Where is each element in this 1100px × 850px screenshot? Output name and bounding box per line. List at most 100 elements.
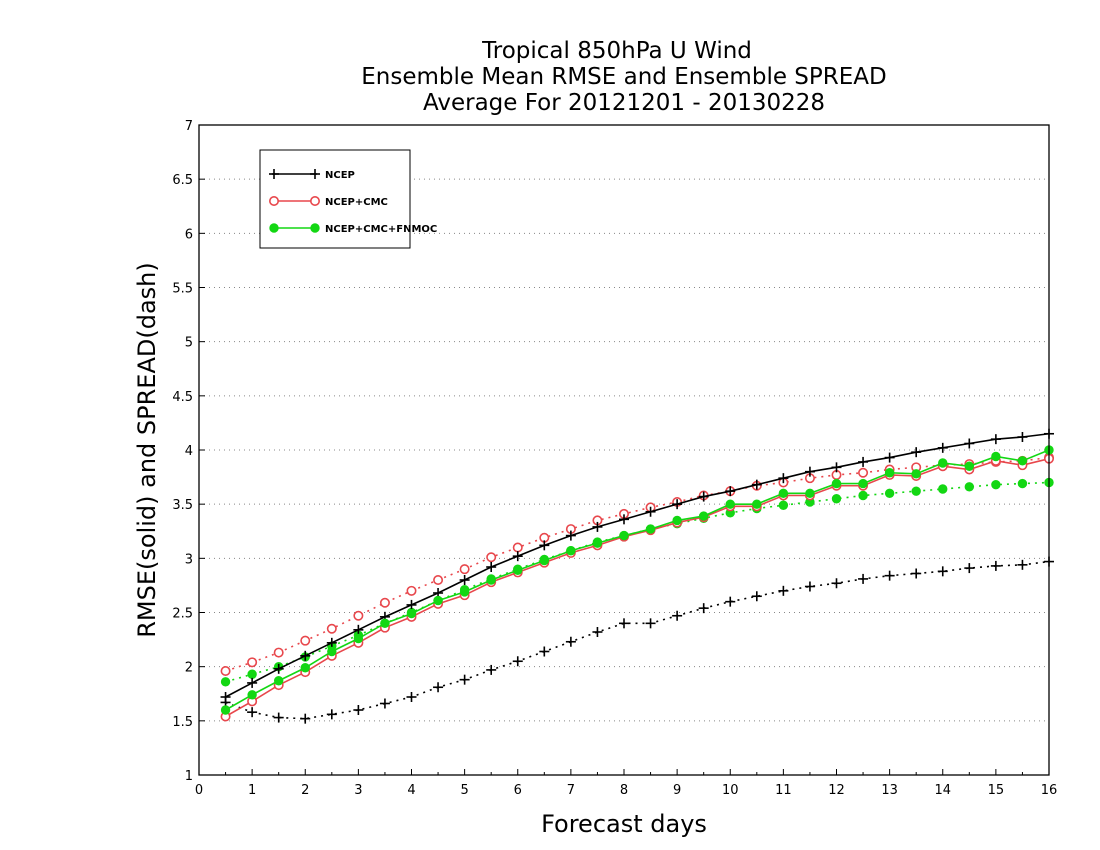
y-tick-label: 3 xyxy=(185,552,193,567)
legend-marker xyxy=(268,196,279,207)
y-tick-label: 5 xyxy=(185,336,193,351)
rmse-point xyxy=(672,515,682,526)
x-tick-label: 6 xyxy=(514,783,522,798)
spread-line-ncep-cmc-fnmoc xyxy=(225,481,1050,683)
spread-point xyxy=(778,585,789,596)
spread-point xyxy=(539,646,550,657)
legend-entry: NCEP xyxy=(269,169,355,181)
rmse-point xyxy=(512,551,523,562)
spread-point xyxy=(804,581,815,592)
spread-point xyxy=(1017,559,1028,570)
rmse-point xyxy=(990,434,1001,445)
spread-point xyxy=(964,482,975,492)
spread-point xyxy=(619,618,629,629)
x-tick-label: 14 xyxy=(934,783,951,798)
x-tick-label: 16 xyxy=(1041,783,1058,798)
spread-point xyxy=(884,488,895,499)
rmse-point xyxy=(247,677,258,688)
rmse-point xyxy=(220,692,231,702)
y-tick-label: 2.5 xyxy=(172,607,193,622)
x-tick-label: 12 xyxy=(828,783,845,798)
y-tick-label: 7 xyxy=(185,119,193,134)
spread-point xyxy=(433,682,444,693)
legend-marker xyxy=(310,169,320,179)
rmse-point xyxy=(991,451,1001,462)
x-tick-label: 5 xyxy=(460,783,468,798)
x-tick-label: 13 xyxy=(881,783,898,798)
rmse-point xyxy=(1017,456,1028,466)
spread-point xyxy=(433,574,444,585)
rmse-point xyxy=(858,456,869,467)
legend-box xyxy=(259,149,411,249)
rmse-point xyxy=(672,499,683,510)
spread-point xyxy=(831,494,842,504)
spread-point xyxy=(937,566,948,577)
rmse-point xyxy=(592,521,603,532)
rmse-point xyxy=(433,595,443,606)
rmse-point xyxy=(831,478,842,489)
x-tick-label: 9 xyxy=(673,783,681,798)
spread-point xyxy=(964,563,975,574)
rmse-point xyxy=(778,473,789,484)
spread-point xyxy=(247,669,257,679)
rmse-point xyxy=(513,565,523,575)
rmse-point xyxy=(619,530,629,541)
rmse-point xyxy=(884,468,895,478)
spread-point xyxy=(990,560,1001,571)
rmse-point xyxy=(539,555,550,566)
rmse-point xyxy=(725,499,735,509)
spread-point xyxy=(459,674,470,685)
rmse-point xyxy=(247,690,257,700)
spread-point xyxy=(406,585,417,596)
title-line-1: Tropical 850hPa U Wind xyxy=(481,38,752,64)
legend-marker xyxy=(269,223,279,233)
title-line-3: Average For 20121201 - 20130228 xyxy=(423,90,825,116)
rmse-point xyxy=(858,478,868,489)
rmse-line-ncep-cmc xyxy=(225,457,1050,718)
rmse-point xyxy=(911,469,921,479)
legend: NCEP NCEP+CMC NCEP+CMC+FNMOC xyxy=(259,149,437,249)
rmse-point xyxy=(406,608,417,619)
legend-marker xyxy=(269,169,279,179)
spread-point xyxy=(858,467,869,478)
y-tick-label: 4 xyxy=(185,444,193,459)
spread-point xyxy=(247,657,258,668)
rmse-point xyxy=(326,637,337,648)
chart-title: Tropical 850hPa U Wind Ensemble Mean RMS… xyxy=(361,38,886,116)
rmse-point xyxy=(645,524,656,534)
title-line-2: Ensemble Mean RMSE and Ensemble SPREAD xyxy=(361,64,886,90)
rmse-point xyxy=(778,488,789,499)
rmse-point xyxy=(327,646,337,657)
rmse-line-ncep-cmc-fnmoc xyxy=(225,449,1050,711)
spread-point xyxy=(645,618,656,629)
y-tick-label: 4.5 xyxy=(172,390,193,405)
rmse-point xyxy=(273,663,284,674)
rmse-point xyxy=(698,491,709,502)
spread-point xyxy=(220,665,231,676)
spread-point xyxy=(725,596,736,607)
rmse-point xyxy=(273,676,284,686)
rmse-point xyxy=(459,575,470,585)
rmse-point xyxy=(964,438,975,449)
x-tick-label: 0 xyxy=(195,783,203,798)
spread-point xyxy=(247,707,258,718)
rmse-point xyxy=(300,650,311,661)
spread-point xyxy=(565,636,576,647)
y-axis-label: RMSE(solid) and SPREAD(dash) xyxy=(133,262,161,638)
rmse-point xyxy=(406,599,417,610)
rmse-point xyxy=(353,624,364,635)
rmse-point xyxy=(938,458,948,468)
rmse-point xyxy=(725,486,736,497)
spread-point xyxy=(858,490,868,501)
y-tick-label: 6.5 xyxy=(172,173,193,188)
legend-marker xyxy=(309,196,320,207)
y-tick-label: 3.5 xyxy=(172,498,193,513)
legend-label: NCEP+CMC xyxy=(325,197,388,208)
rmse-point xyxy=(353,633,364,644)
legend-label: NCEP+CMC+FNMOC xyxy=(325,224,437,235)
spread-line-ncep xyxy=(225,560,1050,720)
y-tick-label: 1.5 xyxy=(172,715,193,730)
spread-point xyxy=(486,552,497,563)
x-tick-label: 8 xyxy=(620,783,628,798)
spread-point xyxy=(512,656,523,667)
